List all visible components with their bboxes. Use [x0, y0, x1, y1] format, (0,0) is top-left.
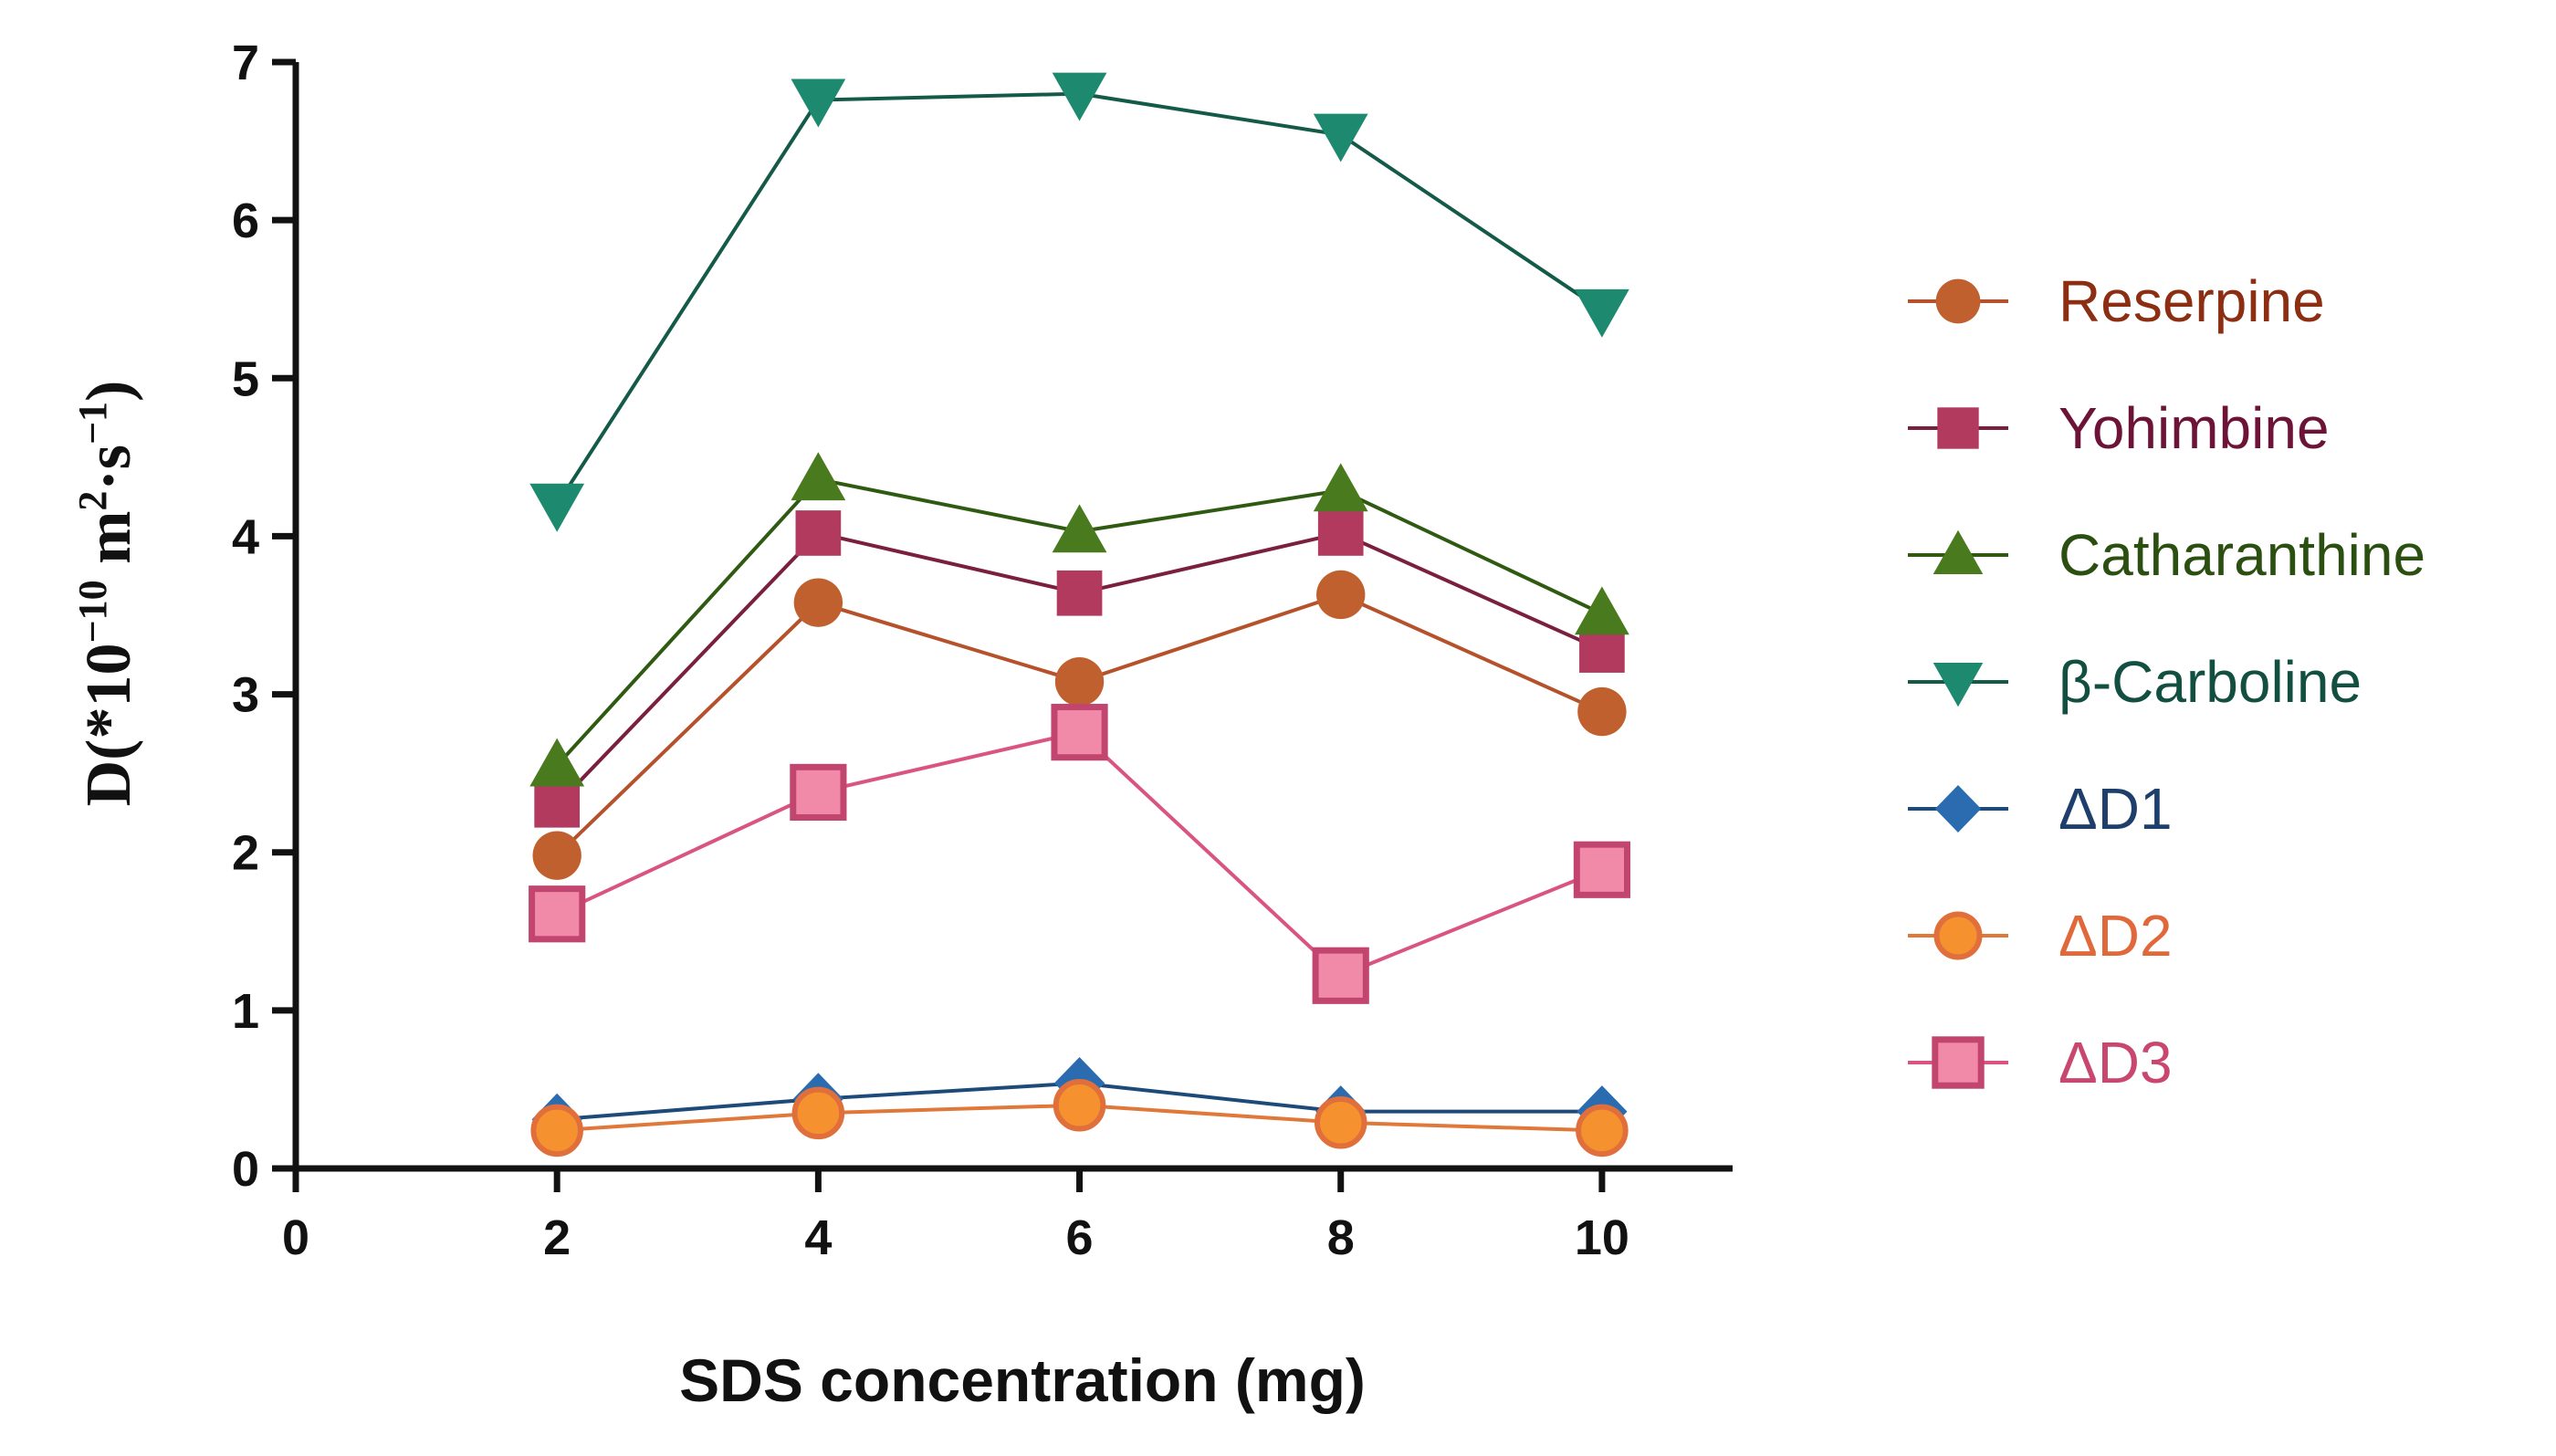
data-point	[1576, 1104, 1629, 1157]
y-axis-title-prefix: D(*10	[74, 644, 144, 807]
data-point	[529, 738, 585, 787]
data-point	[529, 483, 585, 532]
data-point	[1052, 72, 1107, 121]
y-axis-title-exp3: −1	[70, 402, 115, 445]
data-point	[1051, 704, 1108, 761]
axes	[292, 62, 1733, 1172]
x-axis-title: SDS concentration (mg)	[679, 1346, 1366, 1414]
data-point	[795, 510, 842, 556]
data-point	[532, 831, 581, 880]
x-ticks: 0 2 4 6 8 10	[282, 1168, 1629, 1265]
data-point	[1573, 841, 1631, 898]
legend-label: Reserpine	[2058, 268, 2325, 334]
data-point	[1579, 627, 1625, 673]
legend-label: ΔD1	[2058, 776, 2173, 842]
y-tick-label: 0	[232, 1142, 259, 1197]
data-point	[1056, 570, 1103, 616]
legend: Reserpine Yohimbine Catharanthine β-Carboli…	[1908, 268, 2425, 1095]
y-tick-label: 6	[232, 194, 259, 248]
y-tick-label: 7	[232, 36, 259, 90]
y-tick-label: 1	[232, 984, 259, 1039]
series-β-Carboline	[529, 72, 1629, 532]
legend-label: ΔD2	[2058, 903, 2173, 969]
legend-marker	[1933, 911, 1983, 960]
series-Catharanthine	[529, 452, 1629, 787]
legend-item: Catharanthine	[1908, 522, 2425, 588]
y-axis-title-exp1: −10	[70, 580, 115, 643]
y-axis-title-mid: m	[74, 511, 144, 581]
data-point	[529, 885, 586, 943]
data-point	[1313, 463, 1368, 512]
data-point	[791, 79, 846, 128]
data-point	[1317, 510, 1364, 556]
x-tick-label: 2	[543, 1210, 571, 1265]
data-point	[791, 1086, 845, 1140]
legend-marker	[1935, 278, 1981, 324]
legend-item: Yohimbine	[1908, 395, 2330, 461]
series-Yohimbine	[534, 510, 1625, 828]
legend-item: ΔD2	[1908, 903, 2173, 969]
legend-item: ΔD3	[1908, 1030, 2173, 1095]
x-tick-label: 4	[804, 1210, 832, 1265]
data-point	[1575, 288, 1629, 338]
series-layer	[529, 72, 1631, 1157]
series-ΔD2	[530, 1078, 1629, 1157]
data-point	[790, 763, 847, 822]
legend-label: β-Carboline	[2058, 649, 2362, 715]
y-tick-label: 2	[232, 826, 259, 881]
y-axis-title-suffix: )	[74, 381, 144, 402]
data-point	[1312, 947, 1369, 1004]
series-line	[555, 91, 1604, 506]
y-axis-title-mid2: ·s	[74, 445, 144, 491]
data-point	[1053, 1078, 1106, 1132]
data-point	[1314, 1096, 1367, 1149]
data-point	[530, 1104, 583, 1157]
y-tick-label: 4	[232, 509, 259, 564]
y-tick-label: 5	[232, 351, 259, 406]
x-tick-label: 10	[1575, 1210, 1629, 1265]
legend-marker	[1937, 407, 1979, 449]
legend-label: Yohimbine	[2058, 395, 2330, 461]
data-point	[1575, 586, 1629, 635]
legend-item: Reserpine	[1908, 268, 2325, 334]
y-ticks: 0 1 2 3 4 5 6 7	[232, 36, 296, 1197]
series-Reserpine	[532, 570, 1627, 880]
legend-label: Catharanthine	[2058, 522, 2425, 588]
y-axis-title-exp2: 2	[70, 491, 115, 511]
y-axis-title: D(*10−10 m2·s−1)	[70, 381, 144, 807]
series-ΔD3	[529, 704, 1631, 1004]
x-tick-label: 8	[1327, 1210, 1355, 1265]
series-line	[556, 729, 1603, 979]
legend-marker	[1933, 663, 1984, 707]
data-point	[791, 452, 846, 501]
y-tick-label: 3	[232, 668, 259, 723]
data-point	[1054, 657, 1105, 707]
legend-marker	[1932, 1036, 1985, 1089]
legend-item: β-Carboline	[1908, 649, 2362, 715]
data-point	[1577, 686, 1627, 737]
data-point	[534, 781, 581, 828]
legend-marker	[1934, 784, 1982, 833]
legend-item: ΔD1	[1908, 776, 2173, 842]
data-point	[1052, 504, 1107, 553]
x-tick-label: 6	[1066, 1210, 1094, 1265]
legend-label: ΔD3	[2058, 1030, 2173, 1095]
data-point	[1313, 113, 1368, 162]
data-point	[793, 578, 843, 627]
legend-marker	[1933, 529, 1984, 574]
data-point	[1316, 570, 1366, 620]
x-tick-label: 0	[282, 1210, 309, 1265]
